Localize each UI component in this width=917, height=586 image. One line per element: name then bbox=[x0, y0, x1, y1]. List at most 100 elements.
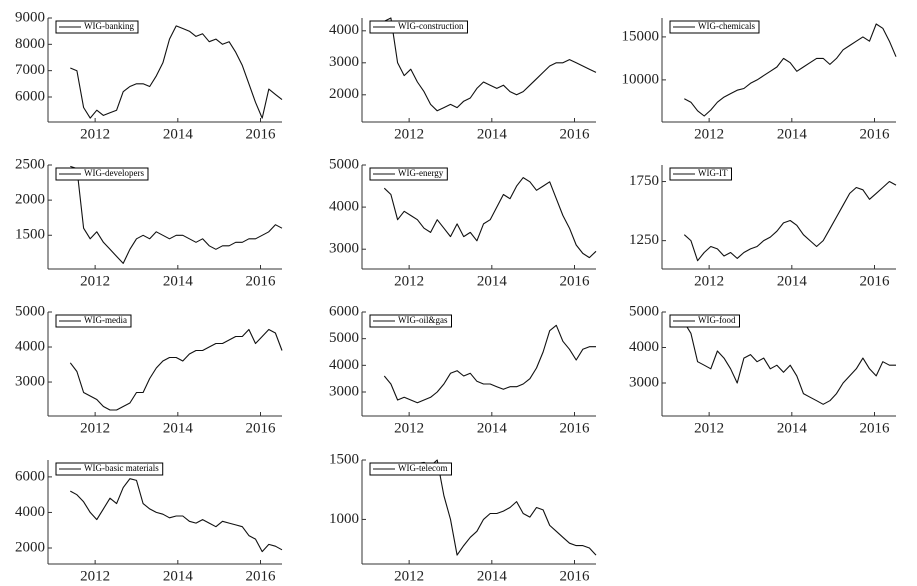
y-tick-label: 4000 bbox=[329, 22, 359, 38]
series-line bbox=[384, 17, 597, 112]
x-tick-label: 2012 bbox=[80, 126, 110, 142]
series-line bbox=[70, 478, 283, 553]
x-tick-label: 2012 bbox=[394, 126, 424, 142]
y-tick-label: 5000 bbox=[329, 156, 359, 172]
x-tick-label: 2016 bbox=[560, 420, 591, 436]
y-tick-label: 2000 bbox=[15, 539, 45, 555]
series-line bbox=[383, 324, 596, 404]
x-tick-label: 2016 bbox=[560, 126, 591, 142]
series-line bbox=[683, 322, 896, 405]
legend-label: WIG-telecom bbox=[398, 463, 447, 473]
legend-label: WIG-basic materials bbox=[84, 463, 159, 473]
x-tick-label: 2014 bbox=[777, 126, 808, 142]
x-tick-label: 2014 bbox=[477, 568, 508, 584]
y-tick-label: 3000 bbox=[329, 54, 359, 70]
x-tick-label: 2016 bbox=[246, 420, 277, 436]
legend-box bbox=[55, 20, 139, 34]
y-tick-label: 4000 bbox=[329, 199, 359, 215]
x-tick-label: 2012 bbox=[394, 568, 424, 584]
legend-box bbox=[669, 167, 732, 181]
y-tick-label: 1500 bbox=[15, 227, 45, 243]
legend-box bbox=[55, 462, 164, 476]
x-tick-label: 2012 bbox=[694, 126, 724, 142]
y-tick-label: 3000 bbox=[629, 374, 659, 390]
legend-label: WIG-food bbox=[698, 315, 736, 325]
panel: 3000 4000 5000 6000 2012 2014 2016 WIG-oil&gas bbox=[329, 303, 596, 436]
legend-label: WIG-oil&gas bbox=[398, 315, 448, 325]
legend-box bbox=[55, 314, 132, 328]
x-tick-label: 2014 bbox=[163, 568, 194, 584]
y-tick-label: 5000 bbox=[15, 303, 45, 319]
panel: 1500 2000 2500 2012 2014 2016 WIG-developers bbox=[15, 156, 283, 289]
x-tick-label: 2014 bbox=[163, 273, 194, 289]
x-tick-label: 2012 bbox=[80, 568, 110, 584]
panel: 1000 1500 2012 2014 2016 WIG-telecom bbox=[329, 451, 597, 584]
y-tick-label: 4000 bbox=[15, 338, 45, 354]
y-tick-label: 15000 bbox=[622, 28, 660, 44]
y-tick-label: 5000 bbox=[329, 330, 359, 346]
y-tick-label: 2500 bbox=[15, 156, 45, 172]
legend-box bbox=[369, 20, 468, 34]
y-tick-label: 4000 bbox=[329, 357, 359, 373]
panel: 1250 1750 2012 2014 2016 WIG-IT bbox=[629, 165, 897, 289]
legend-label: WIG-chemicals bbox=[698, 21, 755, 31]
panel: 3000 4000 5000 2012 2014 2016 WIG-food bbox=[629, 303, 896, 436]
y-tick-label: 7000 bbox=[15, 62, 45, 78]
y-tick-label: 5000 bbox=[629, 303, 659, 319]
legend-label: WIG-banking bbox=[84, 21, 134, 31]
panel: 2000 3000 4000 2012 2014 2016 WIG-construction bbox=[329, 17, 597, 142]
series-line bbox=[70, 25, 283, 119]
panel: 3000 4000 5000 2012 2014 2016 WIG-media bbox=[15, 303, 283, 436]
series-line bbox=[70, 165, 283, 264]
legend-label: WIG-developers bbox=[84, 168, 144, 178]
legend-box bbox=[369, 462, 452, 476]
series-line bbox=[684, 23, 897, 117]
legend-label: WIG-energy bbox=[398, 168, 444, 178]
series-line bbox=[69, 328, 283, 411]
x-tick-label: 2014 bbox=[777, 420, 808, 436]
x-tick-label: 2016 bbox=[246, 568, 277, 584]
y-tick-label: 4000 bbox=[15, 504, 45, 520]
panel: 3000 4000 5000 2012 2014 2016 WIG-energy bbox=[329, 156, 597, 289]
x-tick-label: 2016 bbox=[860, 420, 891, 436]
y-tick-label: 6000 bbox=[329, 303, 359, 319]
legend-box bbox=[55, 167, 149, 181]
panel: 10000 15000 2012 2014 2016 WIG-chemicals bbox=[622, 18, 897, 142]
y-tick-label: 1500 bbox=[329, 451, 359, 467]
y-tick-label: 1250 bbox=[629, 232, 659, 248]
y-tick-label: 8000 bbox=[15, 36, 45, 52]
legend-label: WIG-media bbox=[84, 315, 127, 325]
x-tick-label: 2016 bbox=[560, 273, 591, 289]
y-tick-label: 6000 bbox=[15, 88, 45, 104]
y-tick-label: 10000 bbox=[622, 71, 660, 87]
panel: 6000 7000 8000 9000 2012 2014 2016 WIG-banking bbox=[15, 9, 283, 142]
x-tick-label: 2012 bbox=[80, 420, 110, 436]
x-tick-label: 2016 bbox=[246, 126, 277, 142]
legend-box bbox=[669, 314, 740, 328]
x-tick-label: 2016 bbox=[246, 273, 277, 289]
x-tick-label: 2012 bbox=[80, 273, 110, 289]
y-tick-label: 3000 bbox=[15, 373, 45, 389]
x-tick-label: 2014 bbox=[477, 273, 508, 289]
series-line bbox=[383, 177, 597, 259]
y-tick-label: 2000 bbox=[15, 192, 45, 208]
legend-box bbox=[369, 167, 448, 181]
x-tick-label: 2012 bbox=[694, 273, 724, 289]
x-tick-label: 2016 bbox=[560, 568, 591, 584]
legend-label: WIG-IT bbox=[698, 168, 728, 178]
x-tick-label: 2012 bbox=[394, 273, 424, 289]
legend-box bbox=[669, 20, 760, 34]
y-tick-label: 4000 bbox=[629, 339, 659, 355]
x-tick-label: 2012 bbox=[694, 420, 724, 436]
x-tick-label: 2014 bbox=[777, 273, 808, 289]
y-tick-label: 1750 bbox=[629, 173, 659, 189]
x-tick-label: 2012 bbox=[394, 420, 424, 436]
panel: 2000 4000 6000 2012 2014 2016 WIG-basic materi… bbox=[15, 460, 283, 584]
y-tick-label: 2000 bbox=[329, 86, 359, 102]
y-tick-label: 9000 bbox=[15, 9, 45, 25]
y-tick-label: 3000 bbox=[329, 383, 359, 399]
y-tick-label: 1000 bbox=[329, 511, 359, 527]
x-tick-label: 2014 bbox=[477, 420, 508, 436]
legend-box bbox=[369, 314, 452, 328]
